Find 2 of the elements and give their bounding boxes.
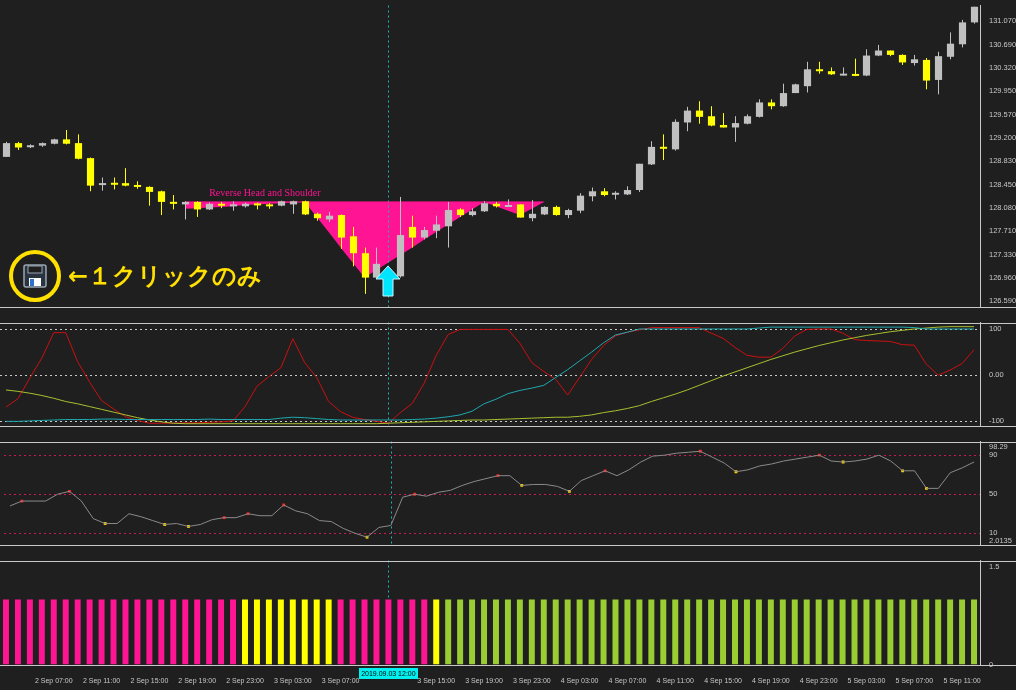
annotation: ←１クリックのみ: [68, 261, 263, 291]
series-label: Reverse Head and Shoulder: [209, 186, 322, 198]
